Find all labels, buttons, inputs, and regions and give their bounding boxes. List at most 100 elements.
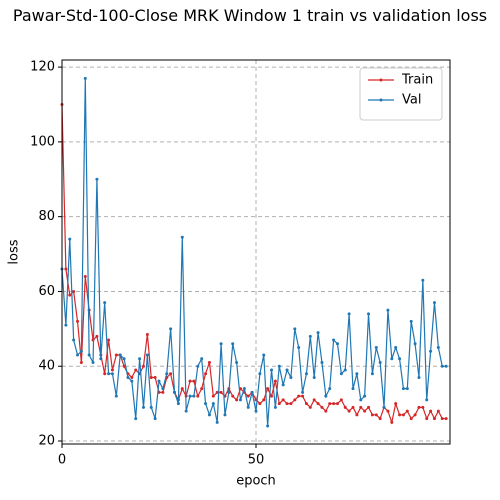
point: [211, 394, 215, 398]
point: [394, 346, 398, 350]
point: [169, 327, 173, 331]
point: [355, 372, 359, 376]
point: [110, 372, 114, 376]
point: [227, 390, 231, 394]
point: [339, 372, 343, 376]
point: [429, 409, 433, 413]
point: [273, 405, 277, 409]
point: [103, 301, 107, 305]
point: [149, 375, 153, 379]
point: [351, 387, 355, 391]
point: [270, 368, 274, 372]
series-line: [61, 104, 447, 425]
point: [277, 402, 281, 406]
point: [204, 402, 208, 406]
point: [95, 334, 99, 338]
point: [149, 405, 153, 409]
point: [235, 398, 239, 402]
point: [378, 417, 382, 421]
point: [386, 308, 390, 312]
point: [180, 387, 184, 391]
point: [161, 390, 165, 394]
point: [409, 417, 413, 421]
legend-marker: [379, 98, 383, 102]
point: [289, 375, 293, 379]
point: [285, 402, 289, 406]
point: [79, 349, 83, 353]
point: [370, 413, 374, 417]
point: [258, 372, 262, 376]
point: [262, 398, 266, 402]
point: [343, 368, 347, 372]
point: [196, 364, 200, 368]
point: [211, 402, 215, 406]
point: [204, 372, 208, 376]
x-tick-label: 0: [58, 453, 66, 468]
point: [238, 398, 242, 402]
legend-marker: [379, 78, 383, 82]
point: [359, 405, 363, 409]
point: [425, 417, 429, 421]
point: [157, 379, 161, 383]
point: [413, 342, 417, 346]
point: [196, 394, 200, 398]
point: [316, 402, 320, 406]
y-tick-label: 120: [30, 60, 55, 75]
point: [122, 364, 126, 368]
y-axis-label: loss: [7, 239, 22, 264]
point: [76, 319, 80, 323]
point: [440, 364, 444, 368]
point: [126, 375, 130, 379]
point: [370, 372, 374, 376]
point: [219, 390, 223, 394]
x-axis-label: epoch: [236, 474, 276, 489]
point: [83, 274, 87, 278]
point: [320, 360, 324, 364]
point: [114, 353, 118, 357]
point: [390, 357, 394, 361]
point: [277, 364, 281, 368]
point: [107, 372, 111, 376]
point: [231, 342, 235, 346]
point: [122, 357, 126, 361]
point: [192, 394, 196, 398]
point: [79, 360, 83, 364]
point: [219, 342, 223, 346]
point: [432, 301, 436, 305]
point: [235, 360, 239, 364]
point: [378, 360, 382, 364]
point: [176, 402, 180, 406]
point: [215, 390, 219, 394]
point: [328, 402, 332, 406]
point: [297, 394, 301, 398]
point: [367, 405, 371, 409]
point: [398, 413, 402, 417]
point: [320, 405, 324, 409]
point: [301, 394, 305, 398]
y-tick-label: 100: [30, 134, 55, 149]
point: [363, 409, 367, 413]
point: [312, 375, 316, 379]
point: [250, 390, 254, 394]
point: [390, 420, 394, 424]
point: [417, 375, 421, 379]
point: [64, 267, 68, 271]
point: [87, 353, 91, 357]
chart-title: Pawar-Std-100-Close MRK Window 1 train v…: [12, 6, 488, 25]
point: [304, 372, 308, 376]
point: [262, 353, 266, 357]
point: [332, 338, 336, 342]
point: [99, 357, 103, 361]
point: [293, 398, 297, 402]
point: [246, 405, 250, 409]
point: [405, 387, 409, 391]
point: [242, 387, 246, 391]
point: [301, 390, 305, 394]
point: [421, 278, 425, 282]
point: [343, 405, 347, 409]
point: [138, 357, 142, 361]
point: [254, 409, 258, 413]
point: [436, 409, 440, 413]
